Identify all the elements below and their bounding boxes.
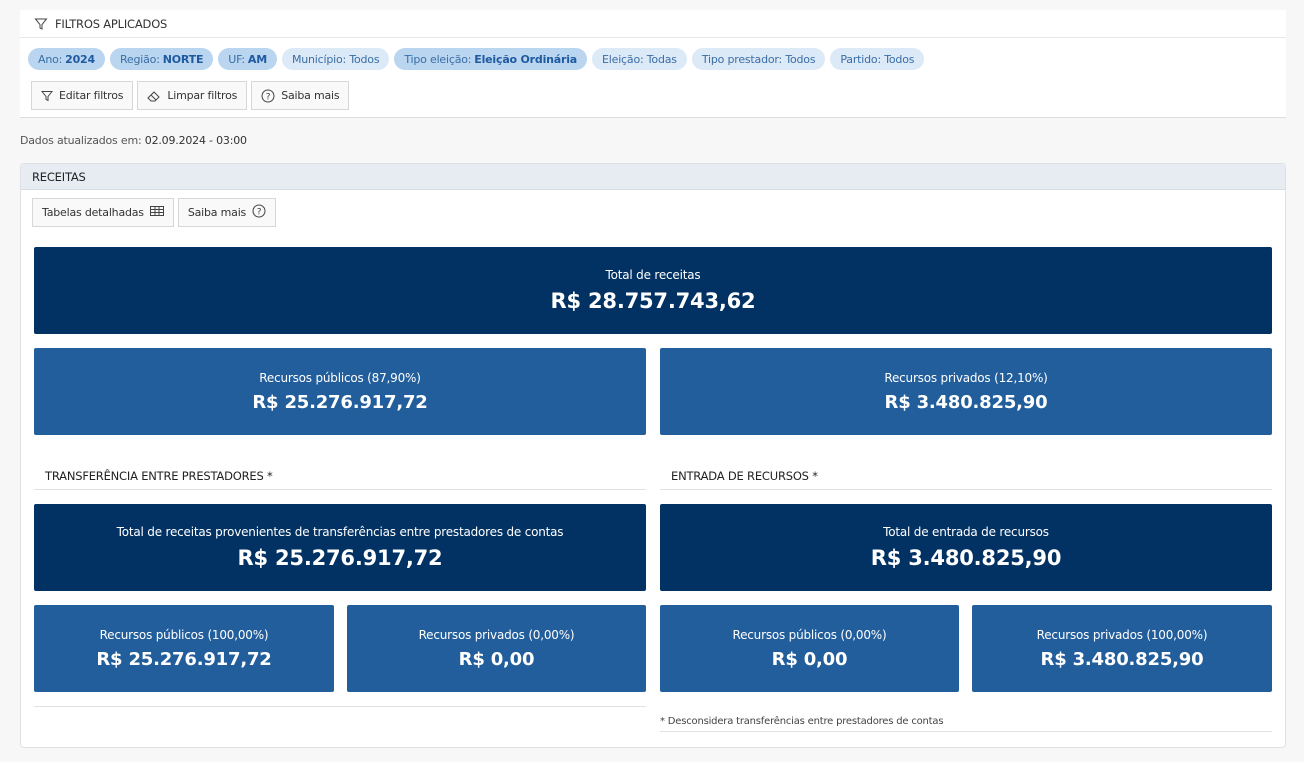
transferencia-total-value: R$ 25.276.917,72 xyxy=(237,546,443,570)
transferencia-total-label: Total de receitas provenientes de transf… xyxy=(116,525,564,539)
help-icon: ? xyxy=(261,89,275,103)
recursos-publicos-value: R$ 25.276.917,72 xyxy=(252,391,428,413)
updated-value: 02.09.2024 - 03:00 xyxy=(144,134,247,147)
recursos-privados-value: R$ 3.480.825,90 xyxy=(884,391,1048,413)
edit-filters-button[interactable]: Editar filtros xyxy=(31,81,134,110)
chip-ano[interactable]: Ano: 2024 xyxy=(28,48,105,70)
filters-title: FILTROS APLICADOS xyxy=(55,16,168,31)
edit-filters-label: Editar filtros xyxy=(59,89,124,102)
clear-filters-button[interactable]: Limpar filtros xyxy=(137,81,248,110)
chip-tipo-eleicao[interactable]: Tipo eleição: Eleição Ordinária xyxy=(394,48,588,70)
detailed-tables-label: Tabelas detalhadas xyxy=(42,206,144,219)
footnote: * Desconsidera transferências entre pres… xyxy=(660,716,944,727)
transferencia-bottom-divider xyxy=(34,706,646,707)
filters-header: FILTROS APLICADOS xyxy=(20,10,1286,38)
filter-chips: Ano: 2024 Região: NORTE UF: AM Município: T… xyxy=(28,48,925,70)
transferencia-privados-value: R$ 0,00 xyxy=(458,648,535,670)
transferencia-section-title: TRANSFERÊNCIA ENTRE PRESTADORES * xyxy=(45,469,273,483)
entrada-publicos-value: R$ 0,00 xyxy=(771,648,848,670)
entrada-privados-label: Recursos privados (100,00%) xyxy=(1036,627,1208,642)
help-icon: ? xyxy=(252,204,266,221)
chip-label: Ano: xyxy=(38,52,63,66)
entrada-bottom-divider xyxy=(660,731,1272,732)
chip-partido[interactable]: Partido: Todos xyxy=(830,48,925,70)
entrada-total-value: R$ 3.480.825,90 xyxy=(870,546,1062,570)
chip-value: NORTE xyxy=(162,52,204,66)
chip-label: Tipo eleição: xyxy=(404,52,472,66)
svg-text:?: ? xyxy=(257,207,262,217)
transferencia-privados-tile: Recursos privados (0,00%) R$ 0,00 xyxy=(347,605,646,692)
table-icon xyxy=(149,206,164,219)
filter-icon xyxy=(41,90,53,102)
chip-value: Eleição Ordinária xyxy=(474,52,578,66)
filter-buttons: Editar filtros Limpar filtros ? Saiba ma… xyxy=(31,81,350,110)
clear-filters-label: Limpar filtros xyxy=(167,89,238,102)
chip-label: Partido: Todos xyxy=(840,52,915,66)
transferencia-total-tile: Total de receitas provenientes de transf… xyxy=(34,504,646,591)
help-button[interactable]: ? Saiba mais xyxy=(251,81,350,110)
total-receitas-value: R$ 28.757.743,62 xyxy=(550,289,756,313)
chip-value: 2024 xyxy=(65,52,95,66)
receitas-help-button[interactable]: Saiba mais ? xyxy=(177,198,277,227)
receitas-card: RECEITAS Tabelas detalhadas Saiba mais ?… xyxy=(20,163,1286,748)
filters-panel: FILTROS APLICADOS Ano: 2024 Região: NORTE … xyxy=(20,10,1286,118)
help-label: Saiba mais xyxy=(281,89,340,102)
transferencia-divider xyxy=(34,489,646,490)
entrada-divider xyxy=(660,489,1272,490)
transferencia-publicos-tile: Recursos públicos (100,00%) R$ 25.276.91… xyxy=(34,605,334,692)
receitas-header: RECEITAS xyxy=(21,164,1285,190)
entrada-total-tile: Total de entrada de recursos R$ 3.480.82… xyxy=(660,504,1272,591)
recursos-publicos-label: Recursos públicos (87,90%) xyxy=(259,370,421,385)
chip-eleicao[interactable]: Eleição: Todas xyxy=(592,48,687,70)
receitas-title: RECEITAS xyxy=(32,169,86,184)
chip-label: Tipo prestador: Todos xyxy=(701,52,816,66)
entrada-publicos-label: Recursos públicos (0,00%) xyxy=(732,627,887,642)
chip-label: Eleição: Todas xyxy=(602,52,677,66)
entrada-total-label: Total de entrada de recursos xyxy=(883,525,1049,539)
receitas-help-label: Saiba mais xyxy=(187,206,247,219)
entrada-privados-value: R$ 3.480.825,90 xyxy=(1040,648,1204,670)
chip-municipio[interactable]: Município: Todos xyxy=(281,48,390,70)
recursos-privados-tile: Recursos privados (12,10%) R$ 3.480.825,… xyxy=(660,348,1272,435)
transferencia-privados-label: Recursos privados (0,00%) xyxy=(418,627,575,642)
entrada-privados-tile: Recursos privados (100,00%) R$ 3.480.825… xyxy=(972,605,1272,692)
chip-tipo-prestador[interactable]: Tipo prestador: Todos xyxy=(691,48,826,70)
total-receitas-label: Total de receitas xyxy=(605,268,701,282)
chip-label: Município: Todos xyxy=(291,52,380,66)
chip-uf[interactable]: UF: AM xyxy=(218,48,277,70)
receitas-tools: Tabelas detalhadas Saiba mais ? xyxy=(32,198,277,227)
entrada-publicos-tile: Recursos públicos (0,00%) R$ 0,00 xyxy=(660,605,959,692)
transferencia-publicos-label: Recursos públicos (100,00%) xyxy=(99,627,269,642)
recursos-privados-label: Recursos privados (12,10%) xyxy=(884,370,1048,385)
chip-value: AM xyxy=(247,52,267,66)
recursos-publicos-tile: Recursos públicos (87,90%) R$ 25.276.917… xyxy=(34,348,646,435)
total-receitas-tile: Total de receitas R$ 28.757.743,62 xyxy=(34,247,1272,334)
data-updated: Dados atualizados em: 02.09.2024 - 03:00 xyxy=(20,134,247,147)
chip-regiao[interactable]: Região: NORTE xyxy=(109,48,214,70)
eraser-icon xyxy=(147,90,161,102)
chip-label: Região: xyxy=(119,52,160,66)
filter-icon xyxy=(34,17,48,31)
chip-label: UF: xyxy=(228,52,245,66)
updated-label: Dados atualizados em: xyxy=(20,134,142,147)
svg-text:?: ? xyxy=(266,92,271,102)
transferencia-publicos-value: R$ 25.276.917,72 xyxy=(96,648,272,670)
detailed-tables-button[interactable]: Tabelas detalhadas xyxy=(32,198,174,227)
entrada-section-title: ENTRADA DE RECURSOS * xyxy=(671,469,818,483)
